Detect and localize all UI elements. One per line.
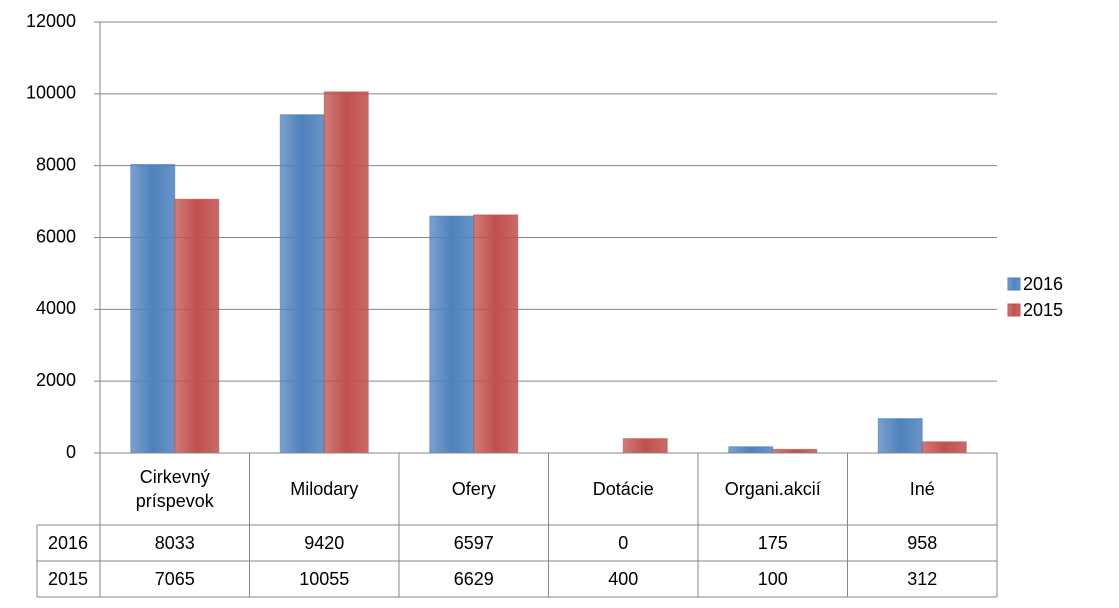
table-cell: 175 (758, 533, 788, 553)
y-tick-label: 8000 (36, 154, 76, 174)
table-cell: 400 (608, 569, 638, 589)
y-tick-label: 2000 (36, 370, 76, 390)
y-tick-label: 6000 (36, 226, 76, 246)
category-cell: Organi.akcií (724, 479, 821, 499)
bar (174, 198, 220, 454)
table-cell: 6597 (454, 533, 494, 553)
x-tick-label: Organi.akcií (724, 479, 821, 499)
x-tick-label: Dotácie (592, 479, 654, 499)
category-cell: Iné (909, 479, 935, 499)
x-tick-label: Cirkevný príspevok (135, 467, 214, 511)
table-cell: 312 (907, 569, 937, 589)
bar (323, 91, 369, 454)
legend-swatch (1007, 303, 1021, 317)
bar (877, 418, 923, 454)
bar (130, 163, 176, 454)
bar (473, 214, 519, 454)
table-cell: 8033 (155, 533, 195, 553)
table-cell: 10055 (299, 569, 349, 589)
bar (622, 438, 668, 454)
bar (921, 441, 967, 454)
bar (279, 114, 325, 454)
table-row-label: 2015 (48, 569, 88, 589)
legend-swatch (1007, 277, 1021, 291)
category-cell: Ofery (451, 479, 496, 499)
table-cell: 0 (618, 533, 628, 553)
table-cell: 7065 (155, 569, 195, 589)
y-tick-label: 0 (66, 442, 76, 462)
table-cell: 958 (907, 533, 937, 553)
category-cell: Dotácie (592, 479, 654, 499)
x-tick-label: Iné (909, 479, 935, 499)
y-tick-label: 4000 (36, 298, 76, 318)
y-tick-label: 12000 (26, 11, 76, 31)
category-cell: Cirkevný príspevok (135, 467, 214, 511)
y-tick-label: 10000 (26, 83, 76, 103)
table-cell: 9420 (304, 533, 344, 553)
x-tick-label: Milodary (290, 479, 359, 499)
legend-label: 2016 (1023, 274, 1063, 294)
bar (429, 215, 475, 454)
table-cell: 6629 (454, 569, 494, 589)
legend-label: 2015 (1023, 300, 1063, 320)
table-row-label: 2016 (48, 533, 88, 553)
x-tick-label: Ofery (451, 479, 496, 499)
category-cell: Milodary (290, 479, 359, 499)
table-cell: 100 (758, 569, 788, 589)
